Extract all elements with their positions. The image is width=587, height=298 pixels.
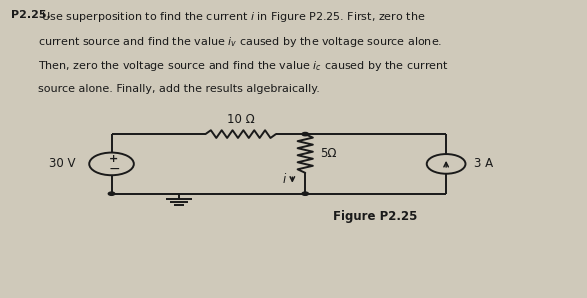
- Text: 30 V: 30 V: [49, 157, 75, 170]
- Circle shape: [302, 192, 309, 195]
- Text: 3 A: 3 A: [474, 157, 494, 170]
- Text: 5Ω: 5Ω: [320, 147, 336, 160]
- Text: Then, zero the voltage source and find the value $i_c$ caused by the current: Then, zero the voltage source and find t…: [38, 59, 448, 73]
- Text: Figure P2.25: Figure P2.25: [333, 210, 418, 223]
- Text: −: −: [108, 162, 120, 176]
- Text: source alone. Finally, add the results algebraically.: source alone. Finally, add the results a…: [38, 84, 320, 94]
- Text: Use superposition to find the current $i$ in Figure P2.25. First, zero the: Use superposition to find the current $i…: [38, 10, 426, 24]
- Text: 10 Ω: 10 Ω: [227, 113, 255, 126]
- Text: +: +: [109, 154, 119, 164]
- Text: P2.25.: P2.25.: [11, 10, 50, 21]
- Text: current source and find the value $i_v$ caused by the voltage source alone.: current source and find the value $i_v$ …: [38, 35, 443, 49]
- Circle shape: [302, 132, 309, 136]
- Text: $i$: $i$: [282, 172, 288, 186]
- Circle shape: [108, 192, 115, 195]
